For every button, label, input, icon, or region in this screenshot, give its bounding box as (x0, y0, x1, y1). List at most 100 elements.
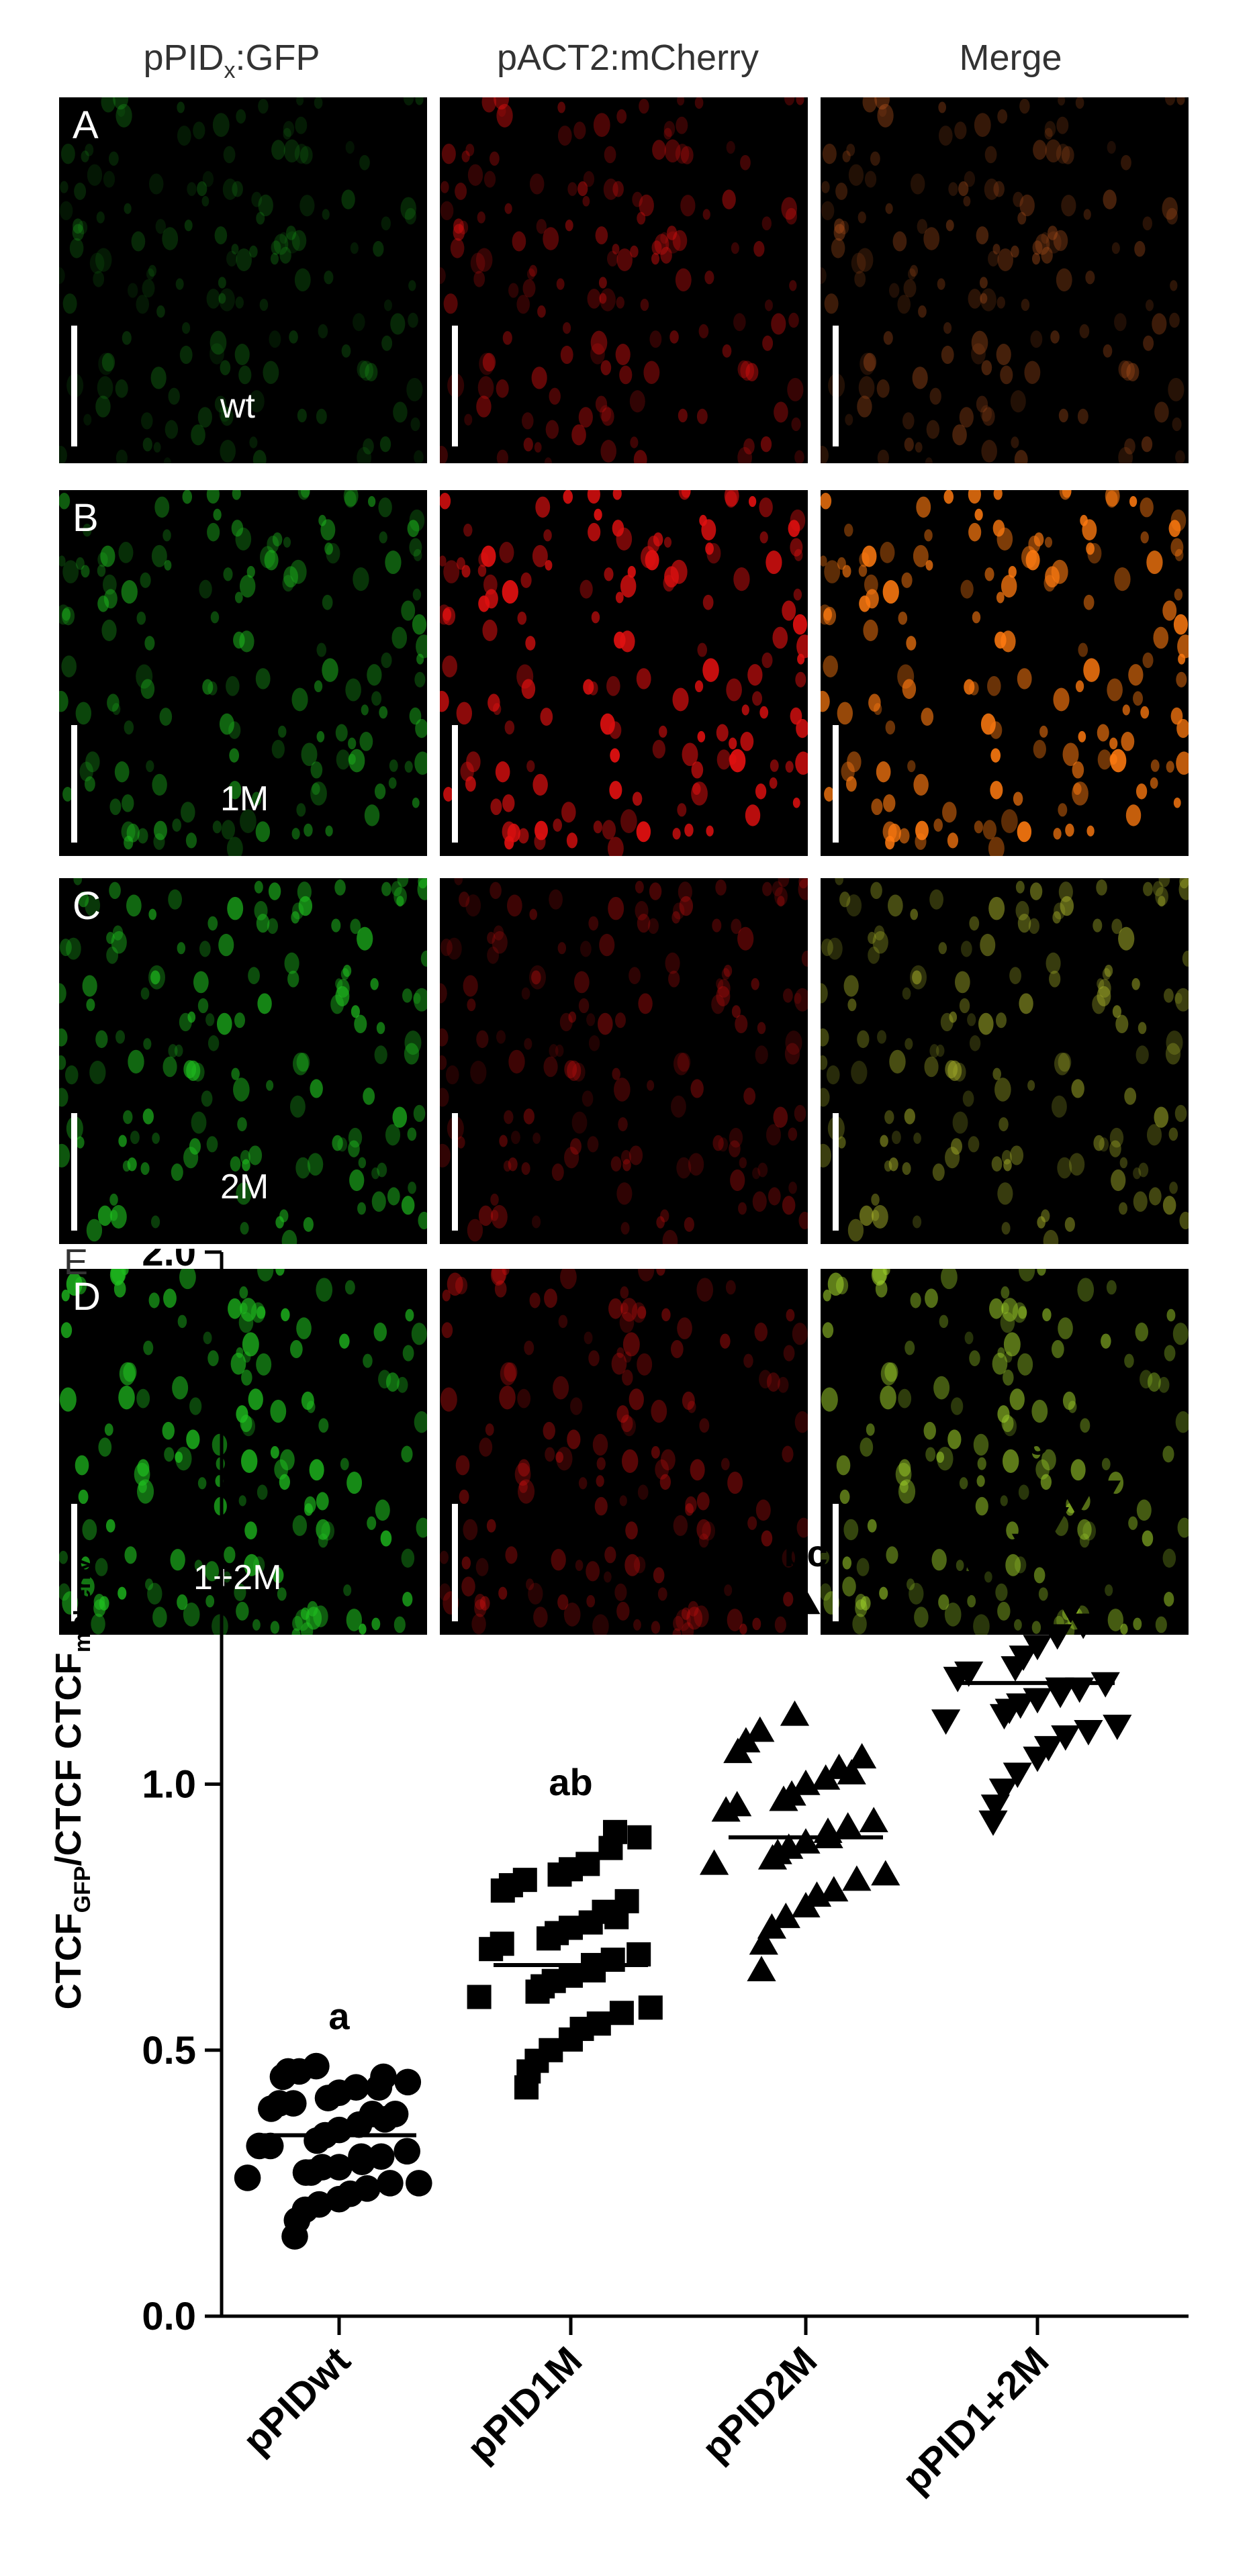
nucleus (984, 1571, 992, 1583)
nucleus (821, 555, 827, 567)
nucleus (794, 1411, 808, 1433)
nucleus (582, 1090, 594, 1107)
nucleus (821, 1583, 832, 1601)
nucleus (59, 1088, 68, 1107)
nucleus (1173, 797, 1181, 808)
nucleus (1010, 390, 1026, 413)
nucleus (140, 1162, 150, 1176)
nucleus (136, 664, 153, 689)
nucleus (874, 925, 885, 941)
nucleus (405, 1308, 414, 1322)
nucleus (1140, 531, 1149, 544)
column-header-merge: Merge (959, 38, 1062, 78)
nucleus (851, 252, 866, 274)
nucleus (594, 508, 602, 521)
nucleus (164, 560, 172, 571)
nucleus (1093, 1135, 1105, 1151)
nucleus (888, 283, 900, 298)
nucleus (1146, 550, 1163, 575)
nucleus (686, 1607, 703, 1630)
nucleus (578, 407, 593, 428)
nucleus (917, 219, 928, 234)
data-point (257, 2132, 284, 2160)
nucleus (702, 594, 714, 610)
nucleus (255, 668, 271, 689)
x-tick-label: pPIDwt (234, 2338, 359, 2463)
nucleus (595, 395, 608, 413)
nucleus (87, 164, 103, 186)
nucleus (593, 113, 610, 138)
nucleus (860, 1437, 874, 1457)
micrograph-image (59, 878, 427, 1244)
nucleus (835, 1276, 849, 1294)
nucleus (771, 313, 786, 335)
nucleus (252, 1619, 261, 1631)
nucleus (83, 524, 92, 537)
nucleus (202, 171, 214, 187)
nucleus (737, 926, 754, 951)
nucleus (1003, 1370, 1014, 1386)
nucleus (197, 407, 212, 428)
nucleus (387, 1187, 400, 1206)
nucleus (729, 753, 737, 765)
nucleus (733, 313, 746, 332)
nucleus (670, 1339, 684, 1359)
nucleus (143, 1038, 152, 1050)
nucleus (872, 931, 888, 954)
nucleus (84, 776, 95, 792)
nucleus (303, 1217, 314, 1232)
nucleus (913, 544, 929, 567)
nucleus (400, 197, 416, 220)
nucleus (975, 1496, 988, 1516)
nucleus (737, 446, 753, 463)
nucleus (404, 1030, 422, 1055)
data-point (638, 1995, 663, 2020)
nucleus (759, 1370, 772, 1389)
nucleus (224, 1546, 236, 1564)
nucleus (502, 794, 515, 812)
nucleus (124, 1546, 137, 1564)
nucleus (745, 804, 761, 826)
nucleus (599, 933, 615, 957)
nucleus (283, 121, 295, 138)
micrograph-panel-d-1: D 1+2M (59, 1269, 427, 1635)
nucleus (1008, 565, 1017, 578)
nucleus (764, 299, 773, 312)
nucleus (988, 896, 1005, 920)
nucleus (529, 965, 547, 990)
nucleus (181, 802, 195, 823)
nucleus (747, 664, 763, 686)
data-point (512, 1868, 537, 1893)
nucleus (951, 1397, 964, 1415)
nucleus (600, 713, 615, 735)
nucleus (1014, 450, 1028, 463)
nucleus (696, 1278, 714, 1302)
nucleus (207, 522, 220, 542)
nucleus (486, 1519, 496, 1533)
nucleus (846, 144, 855, 156)
nucleus (1099, 1137, 1109, 1152)
nucleus (59, 1387, 77, 1412)
nucleus (855, 1594, 867, 1611)
nucleus (483, 171, 496, 188)
nucleus (572, 1062, 586, 1082)
nucleus (586, 1594, 596, 1608)
nucleus (1107, 1609, 1124, 1631)
nucleus (393, 401, 408, 423)
nucleus (909, 1582, 924, 1605)
nucleus (1176, 97, 1185, 105)
nucleus (531, 1215, 541, 1229)
nucleus (205, 1594, 215, 1608)
nucleus (1105, 1584, 1113, 1596)
nucleus (502, 579, 518, 604)
nucleus (140, 572, 151, 588)
nucleus (941, 345, 954, 365)
nucleus (414, 450, 424, 463)
nucleus (81, 150, 89, 162)
nucleus (1109, 1127, 1124, 1148)
nucleus (532, 773, 548, 796)
nucleus (97, 1205, 112, 1226)
nucleus (865, 589, 879, 609)
nucleus (996, 591, 1005, 604)
nucleus (968, 1136, 980, 1153)
